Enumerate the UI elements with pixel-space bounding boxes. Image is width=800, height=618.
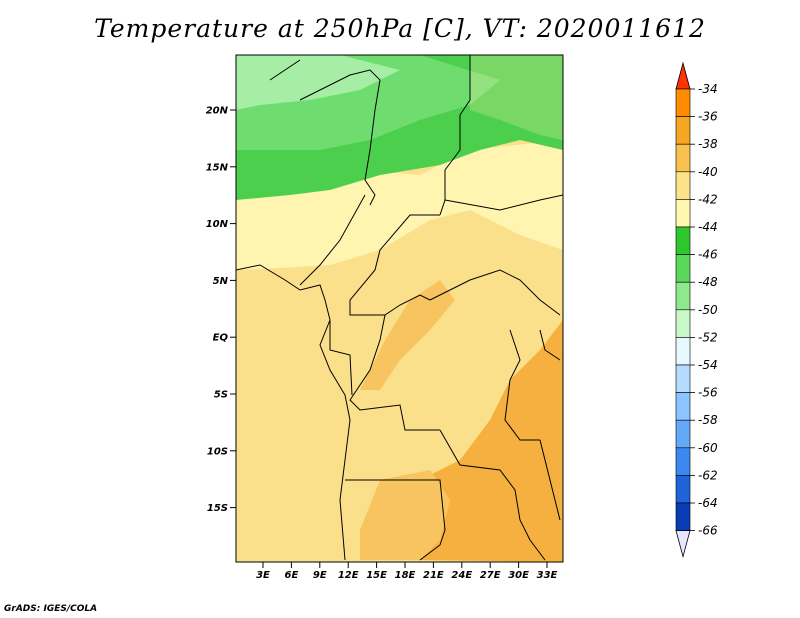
colorbar-segment <box>675 309 691 338</box>
colorbar-segment <box>675 254 691 283</box>
colorbar-segment <box>675 475 691 504</box>
colorbar-label: -52 <box>698 330 718 344</box>
colorbar-label: -60 <box>698 441 718 455</box>
colorbar-label: -66 <box>698 524 718 538</box>
coastline-west <box>236 264 351 561</box>
colorbar-label: -42 <box>698 192 718 206</box>
colorbar-label: -54 <box>698 358 718 372</box>
lon-label: 30E <box>508 570 529 581</box>
lon-label: 6E <box>285 570 299 581</box>
lat-label: 20N <box>206 106 229 117</box>
colorbar: -34 -36 -38 -40 -42 -44 -46 -48 -50 -52 -54 -56 -58 -… <box>675 61 718 559</box>
colorbar-segment <box>675 364 691 393</box>
lon-label: 33E <box>537 570 558 581</box>
border-sudan-south <box>429 269 561 316</box>
lon-label: 24E <box>451 570 472 581</box>
lat-label: 15S <box>207 503 228 514</box>
lon-label: 27E <box>480 570 501 581</box>
border-congo <box>349 314 440 431</box>
colorbar-label: -46 <box>698 248 718 262</box>
border-lakes <box>539 329 561 521</box>
colorbar-label: -36 <box>698 110 718 124</box>
colorbar-segment <box>675 116 691 145</box>
lon-label: 18E <box>395 570 416 581</box>
lon-label: 9E <box>313 570 327 581</box>
border-angola-namibia <box>345 479 446 561</box>
colorbar-bottom-arrow <box>675 530 691 559</box>
colorbar-label: -38 <box>698 137 718 151</box>
colorbar-segment <box>675 143 691 173</box>
longitude-axis: 3E 6E 9E 12E 15E 18E 21E 24E 27E 30E 33E <box>256 562 558 581</box>
colorbar-label: -50 <box>698 303 718 317</box>
lat-label: 10S <box>207 446 228 457</box>
lon-label: 21E <box>423 570 444 581</box>
colorbar-label: -62 <box>698 468 718 482</box>
lon-label: 15E <box>366 570 387 581</box>
field-pale-band <box>236 140 563 270</box>
map-title: Temperature at 250hPa [C], VT: 202001161… <box>94 14 706 43</box>
temperature-field <box>236 55 563 562</box>
colorbar-segment <box>675 88 691 117</box>
colorbar-label: -56 <box>698 386 718 400</box>
colorbar-segment <box>675 447 691 476</box>
lat-label: 5S <box>214 390 228 401</box>
colorbar-label: -34 <box>698 82 718 96</box>
map-frame <box>235 54 564 563</box>
latitude-axis: 20N 15N 10N 5N EQ 5S 10S 15S <box>206 106 236 514</box>
colorbar-segment <box>675 419 691 449</box>
field-green-light <box>236 55 400 110</box>
border-gabon <box>329 320 353 396</box>
colorbar-segment <box>675 281 691 311</box>
colorbar-segment <box>675 502 691 531</box>
border-car <box>349 214 440 316</box>
colorbar-segment <box>675 337 691 366</box>
lat-label: 5N <box>213 276 229 287</box>
border-nigeria-cameroon <box>299 194 366 286</box>
lat-label: 10N <box>206 219 229 230</box>
colorbar-segment <box>675 392 691 421</box>
colorbar-segment <box>675 171 691 200</box>
colorbar-label: -44 <box>698 220 718 234</box>
border-north-west <box>269 59 381 206</box>
lon-label: 3E <box>256 570 270 581</box>
colorbar-top-arrow <box>675 61 691 90</box>
colorbar-label: -58 <box>698 413 718 427</box>
field-green-overlay <box>470 55 563 140</box>
grads-credit: GrADS: IGES/COLA <box>4 604 98 614</box>
colorbar-label: -40 <box>698 165 718 179</box>
field-orange-center <box>360 280 455 390</box>
border-chad-sudan <box>444 194 563 211</box>
lat-label: 15N <box>206 162 229 173</box>
lon-label: 12E <box>338 570 359 581</box>
field-orange-sw <box>360 470 450 560</box>
colorbar-label: -48 <box>698 275 718 289</box>
border-zambia <box>439 429 546 561</box>
lat-label: EQ <box>213 333 229 344</box>
border-east-africa <box>504 329 540 441</box>
colorbar-label: -64 <box>698 496 718 510</box>
country-borders <box>236 55 563 561</box>
colorbar-segment <box>675 199 691 228</box>
colorbar-segment <box>675 226 691 255</box>
